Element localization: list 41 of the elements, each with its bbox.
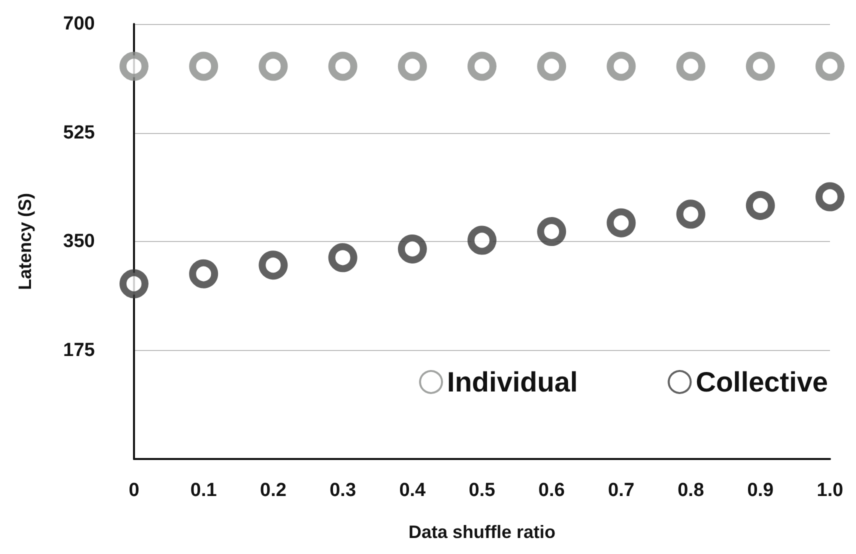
point xyxy=(120,52,148,81)
y-tick-label: 175 xyxy=(63,340,96,361)
x-tick-label: 0.9 xyxy=(747,480,774,501)
point xyxy=(189,259,218,288)
point xyxy=(258,52,288,81)
x-tick-label: 1.0 xyxy=(816,480,844,501)
point xyxy=(676,200,706,229)
y-tick-label: 525 xyxy=(63,122,96,144)
point xyxy=(398,234,427,264)
x-axis-title: Data shuffle ratio xyxy=(408,522,556,542)
point xyxy=(328,52,358,81)
point xyxy=(676,52,706,81)
point xyxy=(816,52,844,81)
point xyxy=(746,190,775,220)
x-tick-label: 0.4 xyxy=(399,480,426,501)
point xyxy=(468,52,496,81)
y-axis-title: Latency (S) xyxy=(15,192,35,290)
point xyxy=(537,217,566,246)
point xyxy=(606,52,636,81)
point xyxy=(468,226,496,255)
x-tick-label: 0.2 xyxy=(260,480,286,501)
legend-label: Collective xyxy=(696,366,828,398)
y-tick-label: 700 xyxy=(63,14,95,34)
x-tick-label: 0.5 xyxy=(468,480,496,501)
x-tick-label: 0 xyxy=(128,480,140,501)
x-tick-label: 0.7 xyxy=(608,480,634,501)
x-tick-label: 0.3 xyxy=(330,480,356,501)
point xyxy=(537,52,566,81)
point xyxy=(606,208,636,238)
point xyxy=(816,182,844,212)
point xyxy=(120,269,148,298)
point xyxy=(746,52,775,81)
y-tick-label: 350 xyxy=(63,231,95,252)
legend-label: Individual xyxy=(447,366,578,398)
point xyxy=(398,52,427,81)
point xyxy=(328,243,358,272)
point xyxy=(258,250,288,280)
x-tick-label: 0.8 xyxy=(678,480,704,501)
x-tick-label: 0.1 xyxy=(190,480,218,501)
x-tick-label: 0.6 xyxy=(538,480,565,501)
point xyxy=(189,52,218,81)
